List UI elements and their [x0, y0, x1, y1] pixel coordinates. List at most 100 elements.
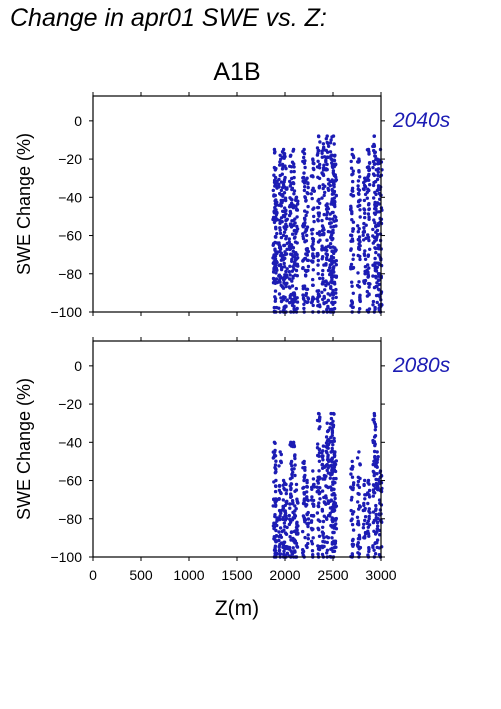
data-point [288, 294, 292, 298]
data-point [366, 254, 370, 258]
data-point [332, 270, 336, 274]
data-point [302, 475, 306, 479]
data-point [282, 156, 286, 160]
data-point [304, 213, 308, 218]
data-point [377, 158, 381, 162]
data-point [282, 243, 287, 248]
data-point [274, 225, 278, 229]
data-point [352, 155, 356, 160]
data-point [293, 473, 297, 478]
y-tick-label: −80 [58, 511, 82, 527]
data-point [279, 235, 284, 240]
data-point [331, 293, 336, 297]
data-point [278, 450, 282, 454]
data-point [331, 425, 335, 429]
scenario-title: A1B [213, 58, 260, 86]
data-point [311, 166, 315, 171]
y-tick-label: 0 [74, 358, 82, 374]
data-point [330, 470, 335, 474]
data-point [278, 552, 283, 556]
data-point [273, 465, 277, 470]
data-point [316, 240, 321, 244]
data-point [326, 188, 331, 192]
data-point [316, 175, 320, 179]
x-axis-label: Z(m) [215, 597, 259, 620]
data-point [316, 159, 320, 163]
y-tick-label: 0 [74, 113, 82, 129]
data-point [288, 506, 292, 510]
data-point [282, 215, 287, 219]
data-point [305, 495, 309, 499]
data-point [367, 207, 371, 211]
data-point [356, 230, 360, 234]
data-point [322, 163, 326, 167]
data-point [311, 553, 315, 557]
scatter-points [271, 134, 384, 314]
data-point [273, 295, 277, 299]
data-point [324, 213, 329, 217]
data-point [281, 541, 286, 546]
scatter-points [271, 411, 384, 559]
data-point [329, 473, 333, 477]
data-point [289, 170, 293, 174]
data-point [332, 509, 336, 513]
data-point [275, 260, 279, 265]
data-point [318, 476, 322, 480]
period-label: 2040s [392, 109, 451, 132]
data-point [285, 525, 289, 530]
data-point [285, 298, 289, 302]
data-point [351, 220, 356, 224]
data-point [284, 284, 288, 289]
data-point [287, 205, 292, 209]
data-point [295, 523, 299, 527]
data-point [362, 226, 366, 230]
data-point [358, 505, 362, 509]
data-point [334, 295, 338, 300]
data-point [312, 161, 316, 166]
data-point [349, 247, 353, 251]
data-point [331, 249, 336, 253]
data-point [334, 287, 338, 292]
data-point [375, 530, 379, 534]
data-point [274, 263, 278, 268]
data-point [293, 504, 297, 508]
data-point [318, 415, 322, 420]
data-point [284, 166, 288, 171]
data-point [271, 188, 275, 193]
data-point [273, 448, 277, 453]
data-point [302, 216, 307, 220]
data-point [322, 294, 326, 299]
data-point [373, 491, 377, 495]
data-point [274, 235, 278, 239]
data-point [321, 186, 325, 191]
data-point [361, 526, 366, 530]
data-point [377, 306, 381, 311]
data-point [278, 245, 283, 249]
data-point [373, 154, 377, 158]
data-point [372, 162, 377, 166]
data-point [356, 184, 360, 188]
data-point [326, 144, 331, 148]
data-point [356, 224, 360, 228]
data-point [372, 413, 377, 418]
data-point [303, 465, 307, 470]
data-point [375, 188, 379, 193]
data-point [331, 228, 335, 232]
data-point [291, 219, 295, 223]
data-point [332, 196, 336, 200]
data-point [374, 425, 378, 429]
data-point [363, 497, 367, 501]
data-point [272, 220, 277, 225]
data-point [350, 233, 354, 238]
data-point [331, 202, 336, 207]
data-point [310, 196, 314, 201]
data-point [328, 464, 332, 468]
data-point [309, 520, 314, 524]
data-point [288, 196, 292, 200]
data-point [311, 483, 316, 487]
x-tick-label: 2000 [269, 567, 300, 583]
data-point [317, 412, 321, 416]
data-point [293, 221, 297, 225]
data-point [296, 202, 300, 206]
data-point [284, 482, 288, 487]
